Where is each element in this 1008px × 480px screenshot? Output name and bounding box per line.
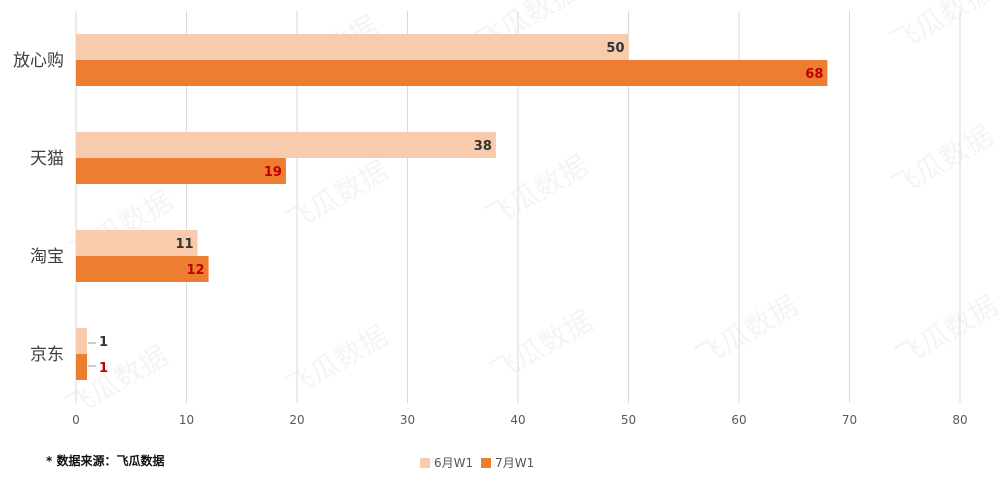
x-tick-label: 0 <box>72 413 80 427</box>
category-label: 放心购 <box>13 51 64 71</box>
legend-swatch-jun <box>420 457 430 468</box>
legend-label-jun: 6月W1 <box>434 456 474 470</box>
chart-legend: 6月W1 7月W1 <box>420 454 534 471</box>
x-tick-label: 20 <box>289 413 304 427</box>
category-label: 淘宝 <box>30 247 64 267</box>
data-label: 12 <box>187 263 205 278</box>
x-tick-label: 30 <box>400 413 415 427</box>
legend-label-jul: 7月W1 <box>495 456 535 470</box>
data-label: 19 <box>264 165 282 180</box>
data-label: 68 <box>805 67 823 82</box>
category-label: 天猫 <box>30 149 64 169</box>
x-tick-label: 50 <box>621 413 636 427</box>
bar-jun <box>76 230 198 256</box>
legend-swatch-jul <box>481 457 492 468</box>
legend-item-jul: 7月W1 <box>481 454 534 471</box>
data-label: 50 <box>606 41 624 56</box>
x-tick-label: 70 <box>842 413 857 427</box>
bar-jul <box>76 158 286 184</box>
x-tick-label: 40 <box>510 413 525 427</box>
x-tick-label: 60 <box>731 413 746 427</box>
data-label: 38 <box>474 139 492 154</box>
bar-jul <box>76 60 828 86</box>
category-label: 京东 <box>30 345 64 365</box>
bar-jun <box>76 132 496 158</box>
x-tick-label: 10 <box>179 413 194 427</box>
legend-item-jun: 6月W1 <box>420 454 473 471</box>
data-label: 1 <box>99 361 108 376</box>
data-label: 1 <box>99 335 108 350</box>
source-footnote: * 数据来源：飞瓜数据 <box>46 454 165 468</box>
bar-jun <box>76 328 88 354</box>
bar-jul <box>76 256 209 282</box>
bar-jun <box>76 34 629 60</box>
bar-jul <box>76 354 88 380</box>
data-label: 11 <box>175 237 193 252</box>
x-tick-label: 80 <box>952 413 967 427</box>
